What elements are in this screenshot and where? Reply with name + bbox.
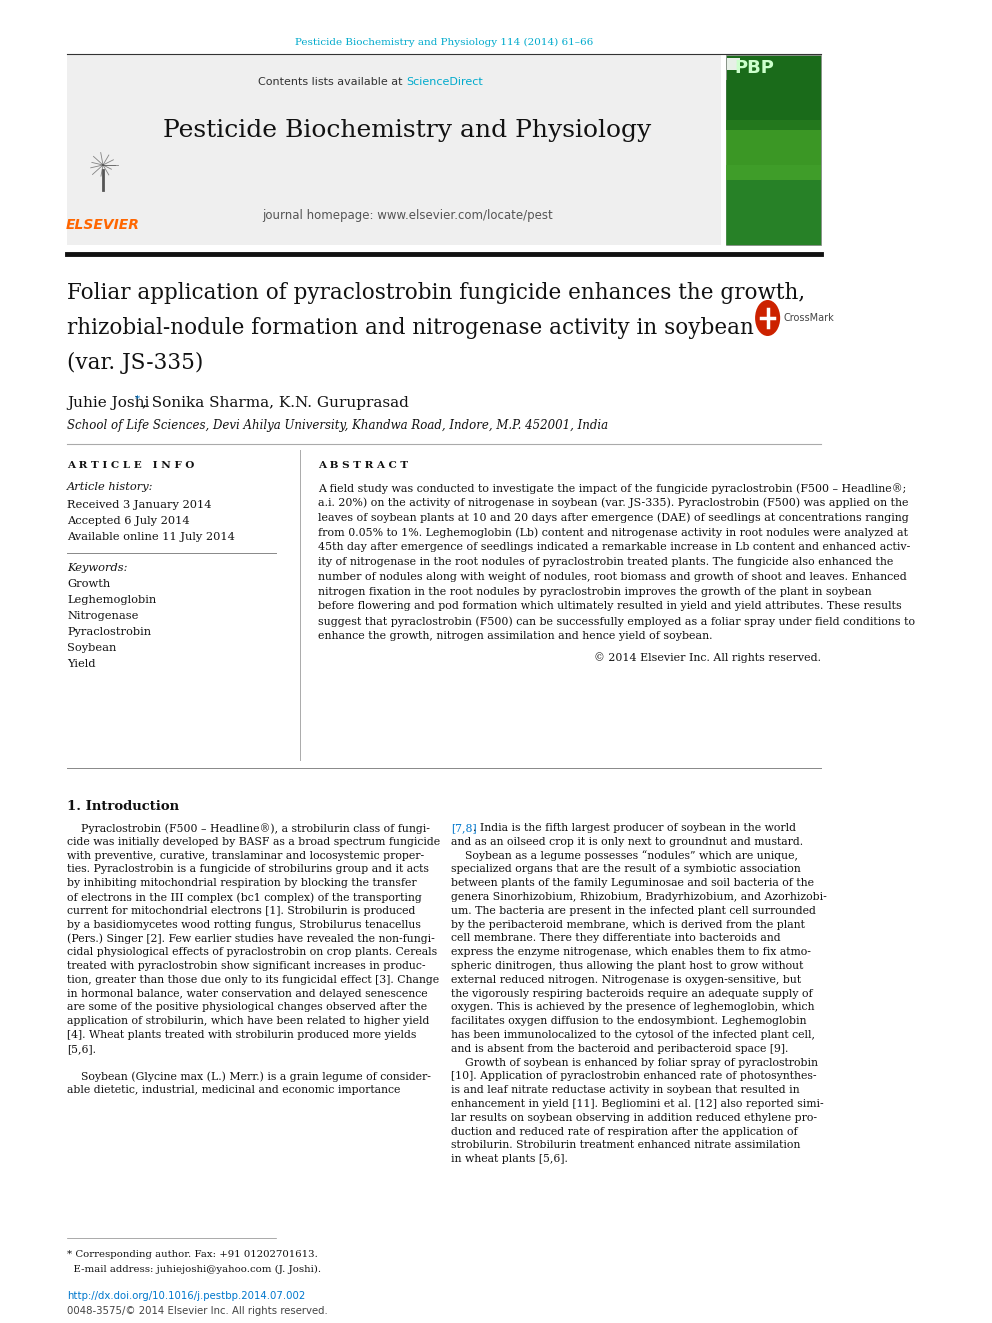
Text: Soybean (Glycine max (L.) Merr.) is a grain legume of consider-: Soybean (Glycine max (L.) Merr.) is a gr… <box>67 1072 432 1082</box>
Text: Nitrogenase: Nitrogenase <box>67 611 139 620</box>
Text: ELSEVIER: ELSEVIER <box>66 218 140 232</box>
Text: Keywords:: Keywords: <box>67 564 128 573</box>
Text: suggest that pyraclostrobin (F500) can be successfully employed as a foliar spra: suggest that pyraclostrobin (F500) can b… <box>318 617 915 627</box>
Text: by inhibiting mitochondrial respiration by blocking the transfer: by inhibiting mitochondrial respiration … <box>67 878 417 888</box>
Text: by the peribacteroid membrane, which is derived from the plant: by the peribacteroid membrane, which is … <box>451 919 806 930</box>
Text: and is absent from the bacteroid and peribacteroid space [9].: and is absent from the bacteroid and per… <box>451 1044 789 1054</box>
Text: Pyraclostrobin (F500 – Headline®), a strobilurin class of fungi-: Pyraclostrobin (F500 – Headline®), a str… <box>67 823 431 833</box>
Text: spheric dinitrogen, thus allowing the plant host to grow without: spheric dinitrogen, thus allowing the pl… <box>451 960 804 971</box>
Ellipse shape <box>755 300 780 336</box>
Text: Pyraclostrobin: Pyraclostrobin <box>67 627 152 636</box>
Text: Article history:: Article history: <box>67 482 154 492</box>
FancyBboxPatch shape <box>725 56 821 245</box>
Text: http://dx.doi.org/10.1016/j.pestbp.2014.07.002: http://dx.doi.org/10.1016/j.pestbp.2014.… <box>67 1291 306 1301</box>
Text: by a basidiomycetes wood rotting fungus, Strobilurus tenacellus: by a basidiomycetes wood rotting fungus,… <box>67 919 421 930</box>
Text: tion, greater than those due only to its fungicidal effect [3]. Change: tion, greater than those due only to its… <box>67 975 439 984</box>
Text: Received 3 January 2014: Received 3 January 2014 <box>67 500 211 509</box>
Text: CrossMark: CrossMark <box>784 314 834 323</box>
Text: Leghemoglobin: Leghemoglobin <box>67 595 157 605</box>
Text: strobilurin. Strobilurin treatment enhanced nitrate assimilation: strobilurin. Strobilurin treatment enhan… <box>451 1140 801 1151</box>
Text: enhance the growth, nitrogen assimilation and hence yield of soybean.: enhance the growth, nitrogen assimilatio… <box>318 631 712 642</box>
Text: 45th day after emergence of seedlings indicated a remarkable increase in Lb cont: 45th day after emergence of seedlings in… <box>318 542 911 552</box>
Text: rhizobial-nodule formation and nitrogenase activity in soybean: rhizobial-nodule formation and nitrogena… <box>67 318 754 339</box>
Text: application of strobilurin, which have been related to higher yield: application of strobilurin, which have b… <box>67 1016 430 1027</box>
Text: treated with pyraclostrobin show significant increases in produc-: treated with pyraclostrobin show signifi… <box>67 960 426 971</box>
Text: cell membrane. There they differentiate into bacteroids and: cell membrane. There they differentiate … <box>451 934 781 943</box>
Text: Growth of soybean is enhanced by foliar spray of pyraclostrobin: Growth of soybean is enhanced by foliar … <box>451 1057 818 1068</box>
Text: from 0.05% to 1%. Leghemoglobin (Lb) content and nitrogenase activity in root no: from 0.05% to 1%. Leghemoglobin (Lb) con… <box>318 528 908 538</box>
Text: Pesticide Biochemistry and Physiology: Pesticide Biochemistry and Physiology <box>164 119 652 142</box>
Text: *: * <box>135 394 141 404</box>
Text: is and leaf nitrate reductase activity in soybean that resulted in: is and leaf nitrate reductase activity i… <box>451 1085 801 1095</box>
Text: Pesticide Biochemistry and Physiology 114 (2014) 61–66: Pesticide Biochemistry and Physiology 11… <box>296 37 593 46</box>
Text: Foliar application of pyraclostrobin fungicide enhances the growth,: Foliar application of pyraclostrobin fun… <box>67 282 806 304</box>
Text: in wheat plants [5,6].: in wheat plants [5,6]. <box>451 1154 568 1164</box>
Text: [7,8]: [7,8] <box>451 823 477 833</box>
Text: ity of nitrogenase in the root nodules of pyraclostrobin treated plants. The fun: ity of nitrogenase in the root nodules o… <box>318 557 894 568</box>
Text: * Corresponding author. Fax: +91 01202701613.: * Corresponding author. Fax: +91 0120270… <box>67 1250 318 1259</box>
Text: enhancement in yield [11]. Begliomini et al. [12] also reported simi-: enhancement in yield [11]. Begliomini et… <box>451 1099 824 1109</box>
Text: Soybean as a legume possesses “nodules” which are unique,: Soybean as a legume possesses “nodules” … <box>451 851 799 861</box>
Text: facilitates oxygen diffusion to the endosymbiont. Leghemoglobin: facilitates oxygen diffusion to the endo… <box>451 1016 806 1027</box>
Text: A field study was conducted to investigate the impact of the fungicide pyraclost: A field study was conducted to investiga… <box>318 483 907 493</box>
Text: a.i. 20%) on the activity of nitrogenase in soybean (var. JS-335). Pyraclostrobi: a.i. 20%) on the activity of nitrogenase… <box>318 497 909 508</box>
Text: School of Life Sciences, Devi Ahilya University, Khandwa Road, Indore, M.P. 4520: School of Life Sciences, Devi Ahilya Uni… <box>67 419 608 433</box>
Text: Available online 11 July 2014: Available online 11 July 2014 <box>67 532 235 542</box>
Text: current for mitochondrial electrons [1]. Strobilurin is produced: current for mitochondrial electrons [1].… <box>67 906 416 916</box>
FancyBboxPatch shape <box>67 56 721 245</box>
Text: Growth: Growth <box>67 579 110 589</box>
Text: leaves of soybean plants at 10 and 20 days after emergence (DAE) of seedlings at: leaves of soybean plants at 10 and 20 da… <box>318 512 909 523</box>
Text: Yield: Yield <box>67 659 95 669</box>
Text: and as an oilseed crop it is only next to groundnut and mustard.: and as an oilseed crop it is only next t… <box>451 837 804 847</box>
Text: duction and reduced rate of respiration after the application of: duction and reduced rate of respiration … <box>451 1127 799 1136</box>
Text: number of nodules along with weight of nodules, root biomass and growth of shoot: number of nodules along with weight of n… <box>318 572 907 582</box>
Text: the vigorously respiring bacteroids require an adequate supply of: the vigorously respiring bacteroids requ… <box>451 988 813 999</box>
Text: [10]. Application of pyraclostrobin enhanced rate of photosynthes-: [10]. Application of pyraclostrobin enha… <box>451 1072 817 1081</box>
Text: cidal physiological effects of pyraclostrobin on crop plants. Cereals: cidal physiological effects of pyraclost… <box>67 947 437 958</box>
Text: . India is the fifth largest producer of soybean in the world: . India is the fifth largest producer of… <box>473 823 796 833</box>
Text: PBP: PBP <box>734 60 775 77</box>
Text: nitrogen fixation in the root nodules by pyraclostrobin improves the growth of t: nitrogen fixation in the root nodules by… <box>318 586 872 597</box>
Text: ties. Pyraclostrobin is a fungicide of strobilurins group and it acts: ties. Pyraclostrobin is a fungicide of s… <box>67 864 430 875</box>
Text: has been immunolocalized to the cytosol of the infected plant cell,: has been immunolocalized to the cytosol … <box>451 1031 815 1040</box>
Text: (Pers.) Singer [2]. Few earlier studies have revealed the non-fungi-: (Pers.) Singer [2]. Few earlier studies … <box>67 934 434 945</box>
Text: 0048-3575/© 2014 Elsevier Inc. All rights reserved.: 0048-3575/© 2014 Elsevier Inc. All right… <box>67 1306 328 1316</box>
Text: Contents lists available at: Contents lists available at <box>258 77 406 87</box>
Text: oxygen. This is achieved by the presence of leghemoglobin, which: oxygen. This is achieved by the presence… <box>451 1003 815 1012</box>
Text: external reduced nitrogen. Nitrogenase is oxygen-sensitive, but: external reduced nitrogen. Nitrogenase i… <box>451 975 802 984</box>
Text: [4]. Wheat plants treated with strobilurin produced more yields: [4]. Wheat plants treated with strobilur… <box>67 1031 417 1040</box>
Text: , Sonika Sharma, K.N. Guruprasad: , Sonika Sharma, K.N. Guruprasad <box>143 396 410 410</box>
Text: before flowering and pod formation which ultimately resulted in yield and yield : before flowering and pod formation which… <box>318 602 902 611</box>
Bar <box>727 58 740 70</box>
Text: are some of the positive physiological changes observed after the: are some of the positive physiological c… <box>67 1003 428 1012</box>
Text: A R T I C L E   I N F O: A R T I C L E I N F O <box>67 460 194 470</box>
Text: of electrons in the III complex (bc1 complex) of the transporting: of electrons in the III complex (bc1 com… <box>67 892 422 902</box>
Text: 1. Introduction: 1. Introduction <box>67 800 180 814</box>
Text: able dietetic, industrial, medicinal and economic importance: able dietetic, industrial, medicinal and… <box>67 1085 401 1095</box>
Text: between plants of the family Leguminosae and soil bacteria of the: between plants of the family Leguminosae… <box>451 878 814 888</box>
Text: Soybean: Soybean <box>67 643 116 654</box>
Text: E-mail address: juhiejoshi@yahoo.com (J. Joshi).: E-mail address: juhiejoshi@yahoo.com (J.… <box>67 1265 321 1274</box>
Text: genera Sinorhizobium, Rhizobium, Bradyrhizobium, and Azorhizobi-: genera Sinorhizobium, Rhizobium, Bradyrh… <box>451 892 827 902</box>
Text: journal homepage: www.elsevier.com/locate/pest: journal homepage: www.elsevier.com/locat… <box>262 209 553 221</box>
Text: in hormonal balance, water conservation and delayed senescence: in hormonal balance, water conservation … <box>67 988 428 999</box>
Text: A B S T R A C T: A B S T R A C T <box>318 460 408 470</box>
Text: (var. JS-335): (var. JS-335) <box>67 352 203 374</box>
Text: © 2014 Elsevier Inc. All rights reserved.: © 2014 Elsevier Inc. All rights reserved… <box>594 652 821 663</box>
FancyBboxPatch shape <box>725 79 821 130</box>
Text: specialized organs that are the result of a symbiotic association: specialized organs that are the result o… <box>451 864 802 875</box>
Text: ScienceDirect: ScienceDirect <box>406 77 482 87</box>
Text: cide was initially developed by BASF as a broad spectrum fungicide: cide was initially developed by BASF as … <box>67 837 440 847</box>
FancyBboxPatch shape <box>725 120 821 180</box>
Text: express the enzyme nitrogenase, which enables them to fix atmo-: express the enzyme nitrogenase, which en… <box>451 947 811 958</box>
Text: lar results on soybean observing in addition reduced ethylene pro-: lar results on soybean observing in addi… <box>451 1113 817 1123</box>
Text: Accepted 6 July 2014: Accepted 6 July 2014 <box>67 516 189 527</box>
FancyBboxPatch shape <box>725 165 821 245</box>
Text: [5,6].: [5,6]. <box>67 1044 96 1054</box>
Text: um. The bacteria are present in the infected plant cell surrounded: um. The bacteria are present in the infe… <box>451 906 816 916</box>
Text: Juhie Joshi: Juhie Joshi <box>67 396 150 410</box>
Text: with preventive, curative, translaminar and locosystemic proper-: with preventive, curative, translaminar … <box>67 851 425 860</box>
